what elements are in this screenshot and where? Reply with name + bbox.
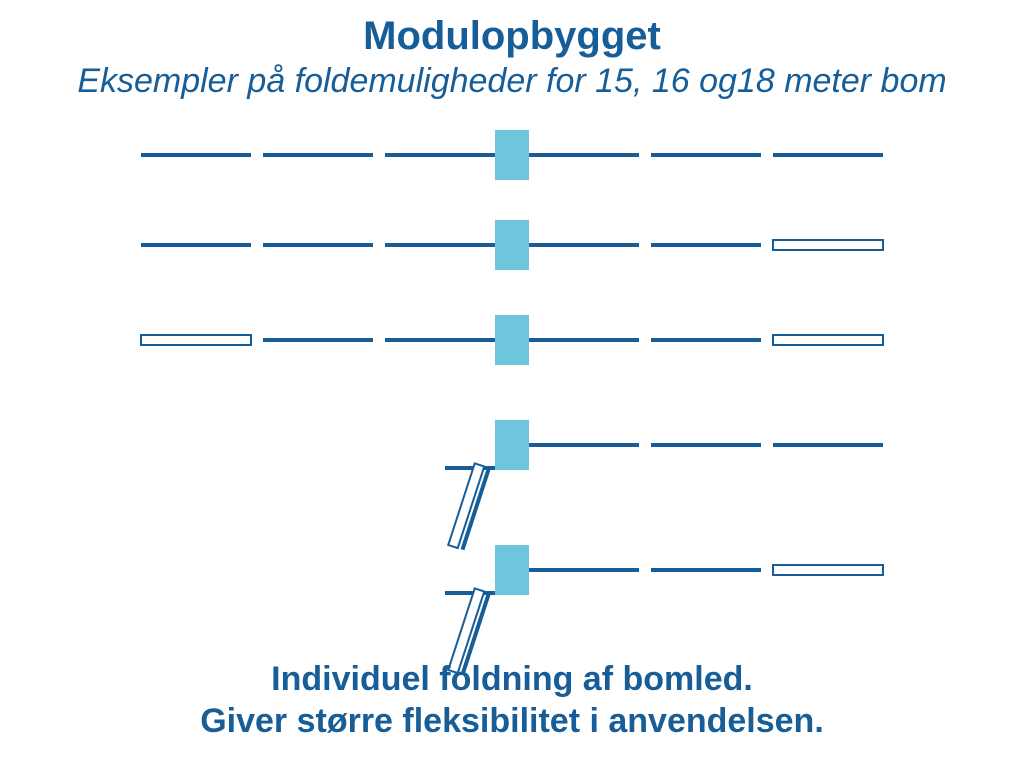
caption-line-2: Giver større fleksibilitet i anvendelsen… [0, 702, 1024, 741]
boom-fold-diagrams [0, 0, 1024, 766]
boom-row-5 [445, 545, 883, 675]
boom-row-3 [141, 315, 883, 365]
boom-row-4 [445, 420, 883, 550]
boom-row-2 [141, 220, 883, 270]
boom-row-1 [141, 130, 883, 180]
infographic-stage: Modulopbygget Eksempler på foldemulighed… [0, 0, 1024, 766]
caption-line-1: Individuel foldning af bomled. [0, 660, 1024, 699]
